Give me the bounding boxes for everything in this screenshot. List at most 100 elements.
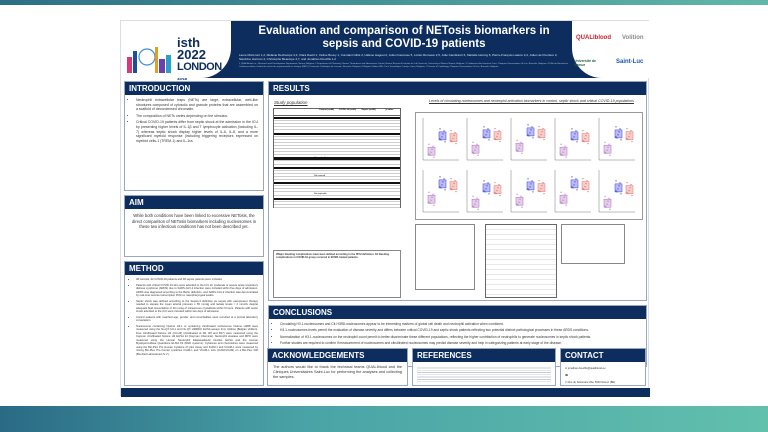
data-point	[564, 145, 566, 147]
data-point	[476, 197, 478, 199]
data-point	[521, 206, 523, 208]
contact-email[interactable]: jonathan.douxfils@qualiblood.eu	[567, 367, 606, 370]
data-point	[442, 133, 444, 135]
plot-axis	[510, 118, 547, 161]
box-plot-box	[482, 129, 491, 139]
data-point	[564, 193, 566, 195]
data-point	[562, 151, 564, 153]
data-point	[586, 180, 588, 182]
data-point	[428, 191, 430, 193]
table-row	[274, 203, 400, 205]
table-row	[274, 206, 400, 208]
data-point	[571, 138, 573, 140]
box-plot-box	[581, 133, 590, 142]
data-point	[575, 130, 577, 132]
plot-axis	[510, 170, 547, 213]
data-point	[477, 154, 479, 156]
data-point	[440, 139, 442, 141]
method-bullet: 48 controls, 22 COVID-19 patients and 48…	[136, 278, 258, 282]
data-point	[476, 143, 478, 145]
boxplot-panel	[415, 112, 643, 220]
data-point	[576, 141, 578, 143]
data-point	[630, 184, 632, 186]
data-point	[585, 183, 587, 185]
study-population-table: Control (n=48) COVID-19 (n=22) Sepsis (n…	[273, 108, 401, 208]
data-point	[452, 186, 454, 188]
box-plot-box	[570, 131, 579, 141]
affiliations: 1 QUALIblood s.a., Research and Developm…	[239, 63, 568, 69]
data-point	[586, 132, 588, 134]
london-skyline-icon	[127, 47, 171, 73]
box-plot-box	[537, 183, 546, 192]
box-plot-box	[537, 129, 546, 138]
data-point	[498, 184, 500, 186]
data-point	[455, 143, 457, 145]
data-point	[607, 146, 609, 148]
data-point	[538, 126, 540, 128]
data-point	[583, 141, 585, 143]
data-point	[443, 178, 445, 180]
table-row	[274, 154, 400, 155]
data-point	[584, 186, 586, 188]
data-point	[573, 136, 575, 138]
box-plot-box	[603, 198, 612, 208]
data-point	[520, 195, 522, 197]
data-point	[516, 149, 518, 151]
table-row	[274, 172, 400, 174]
data-point	[473, 152, 475, 154]
method-bullet: Control patients with matched age, gende…	[136, 316, 258, 323]
table-row	[274, 175, 400, 177]
plot-axis	[554, 170, 591, 213]
box-plot-box	[471, 144, 480, 154]
plot-axis	[554, 118, 591, 161]
box-plot-box	[581, 181, 590, 190]
data-point	[527, 124, 529, 126]
levels-title: Levels of circulating nucleosomes and ne…	[429, 99, 634, 103]
data-point	[575, 178, 577, 180]
data-point	[453, 135, 455, 137]
top-band	[0, 0, 768, 5]
column-header: COVID-19 (n=22)	[338, 109, 357, 111]
data-point	[454, 132, 456, 134]
data-point	[528, 189, 530, 191]
data-point	[433, 156, 435, 158]
data-point	[605, 206, 607, 208]
data-point	[615, 136, 617, 138]
intro-bullet: Critical COVID-19 patients differ from s…	[136, 120, 258, 143]
data-point	[626, 128, 628, 130]
data-point	[475, 146, 477, 148]
data-point	[429, 202, 431, 204]
data-point	[631, 195, 633, 197]
bottom-band	[0, 406, 768, 432]
poster: isth 2022 LONDON JULY 9-13 Evaluation and …	[120, 20, 650, 397]
box-plot-box	[625, 185, 634, 194]
data-point	[574, 181, 576, 183]
data-point	[487, 182, 489, 184]
table-row	[274, 123, 400, 124]
data-point	[571, 128, 573, 130]
data-point	[477, 208, 479, 210]
data-point	[518, 201, 520, 203]
saint-luc-logo: Saint-Luc	[616, 59, 644, 65]
results-heading: RESULTS	[269, 82, 646, 95]
data-point	[607, 200, 609, 202]
box-plot-box	[438, 179, 447, 189]
data-point	[451, 189, 453, 191]
table-row	[274, 144, 400, 146]
data-point	[428, 153, 430, 155]
plot-axis	[466, 118, 503, 161]
data-point	[560, 201, 562, 203]
box-plot-box	[614, 183, 623, 193]
box-plot-box	[625, 131, 634, 140]
data-point	[517, 150, 519, 152]
data-point	[608, 197, 610, 199]
data-point	[620, 193, 622, 195]
column-header: Sepsis (n=48)	[361, 109, 376, 111]
box-plot-box	[570, 179, 579, 189]
conclusion-bullet: Further studies are required to confirm …	[280, 341, 641, 345]
data-point	[432, 193, 434, 195]
table-row	[274, 120, 400, 121]
data-point	[483, 180, 485, 182]
data-point	[488, 193, 490, 195]
box-plot-box	[482, 183, 491, 193]
